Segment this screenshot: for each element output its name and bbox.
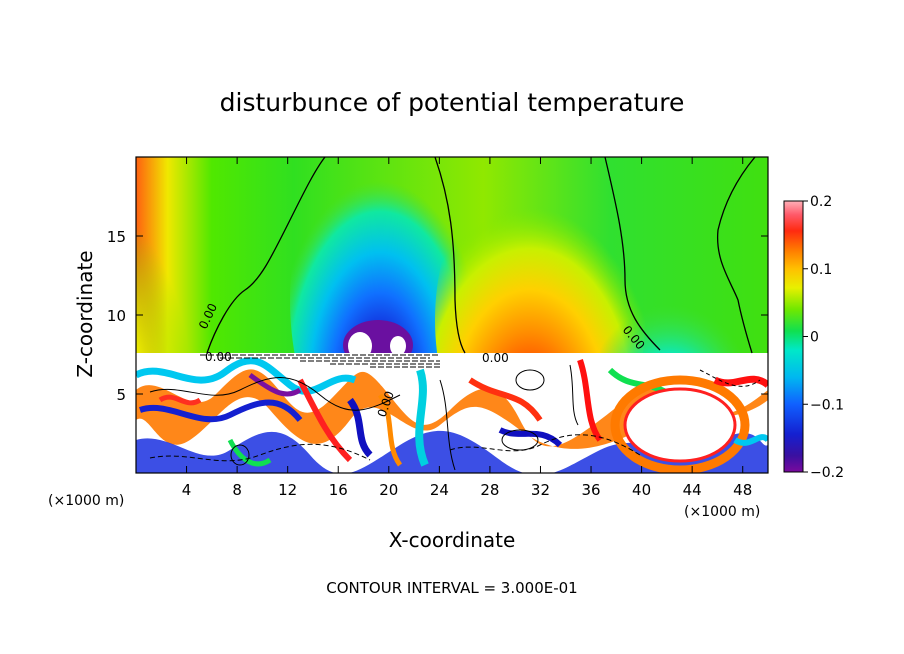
y-axis: 5 10 15 (107, 228, 768, 404)
x-tick-label: 12 (278, 481, 297, 499)
contour-label: 0.00 (205, 350, 232, 364)
x-tick-label: 36 (581, 481, 600, 499)
colorbar (783, 200, 804, 473)
x-tick-label: 16 (329, 481, 348, 499)
zero-contour (604, 157, 661, 351)
zero-contour (434, 157, 466, 354)
x-tick-label: 20 (379, 481, 398, 499)
x-tick-label: 48 (733, 481, 752, 499)
x-axis-label: X-coordinate (389, 528, 516, 552)
x-axis: 4 8 12 16 20 24 28 32 36 40 44 48 (182, 157, 752, 499)
colorbar-tick-label: −0.1 (810, 397, 844, 413)
x-tick-label: 40 (632, 481, 651, 499)
colorbar-tick-label: 0.2 (810, 194, 832, 210)
y-axis-label: Z-coordinate (73, 250, 97, 377)
zero-contour (206, 157, 326, 354)
contour-interval-note: CONTOUR INTERVAL = 3.000E-01 (326, 579, 577, 597)
colorbar-ticks: 0.2 0.1 0 −0.1 −0.2 (803, 194, 844, 481)
y-tick-label: 5 (116, 386, 126, 404)
x-tick-label: 28 (480, 481, 499, 499)
colorbar-tick-label: −0.2 (810, 465, 844, 481)
x-unit-left: (×1000 m) (48, 493, 124, 509)
y-tick-label: 15 (107, 228, 126, 246)
contour-label: 0.00 (482, 351, 509, 365)
y-tick-label: 10 (107, 307, 126, 325)
x-tick-label: 44 (683, 481, 702, 499)
x-unit-right: (×1000 m) (684, 504, 760, 520)
zero-contour (716, 157, 756, 354)
x-tick-label: 8 (232, 481, 242, 499)
turbulent-layer (136, 357, 768, 473)
colorbar-tick-label: 0 (810, 330, 819, 346)
x-tick-label: 24 (430, 481, 449, 499)
chart-title: disturbunce of potential temperature (220, 88, 685, 117)
x-tick-label: 32 (531, 481, 550, 499)
x-tick-label: 4 (182, 481, 192, 499)
colorbar-tick-label: 0.1 (810, 262, 832, 278)
heatmap-field (136, 157, 768, 473)
